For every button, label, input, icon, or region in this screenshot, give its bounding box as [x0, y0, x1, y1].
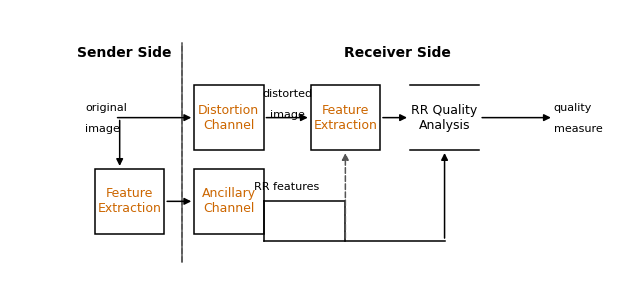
Text: original: original: [85, 103, 127, 113]
Text: Sender Side: Sender Side: [77, 46, 172, 59]
Text: measure: measure: [554, 124, 602, 134]
Bar: [95, 169, 164, 234]
Bar: [194, 85, 264, 150]
Text: RR Quality
Analysis: RR Quality Analysis: [412, 104, 477, 132]
Text: Ancillary
Channel: Ancillary Channel: [202, 187, 256, 215]
Text: quality: quality: [554, 103, 592, 113]
Bar: [310, 85, 380, 150]
Text: image: image: [269, 110, 305, 120]
Bar: [194, 169, 264, 234]
Text: Distortion
Channel: Distortion Channel: [198, 104, 259, 132]
Text: Feature
Extraction: Feature Extraction: [98, 187, 161, 215]
Text: distorted: distorted: [262, 89, 312, 99]
Text: Feature
Extraction: Feature Extraction: [314, 104, 378, 132]
Text: Receiver Side: Receiver Side: [344, 46, 451, 59]
Text: image: image: [85, 124, 120, 134]
Text: RR features: RR features: [255, 182, 320, 192]
